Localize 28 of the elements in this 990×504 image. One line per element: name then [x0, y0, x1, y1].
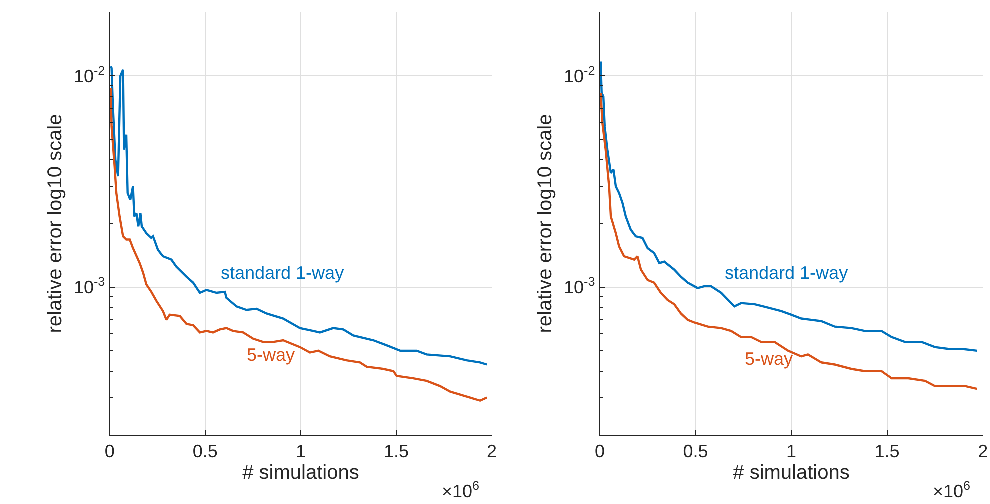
y-tick-label: 10$^{-2}$ — [74, 64, 106, 86]
series-label: standard 1-way — [725, 263, 848, 283]
x-tick-label: 1.5 — [874, 442, 900, 462]
x-tick-label: 2 — [978, 442, 988, 462]
x-axis-title: # simulations — [242, 462, 360, 484]
series-label: 5-way — [745, 349, 794, 369]
y-axis-title: relative error log10 scale — [534, 114, 557, 334]
y-axis-title: relative error log10 scale — [44, 114, 66, 334]
x-tick-label: 2 — [487, 442, 498, 462]
x-tick-label: 1 — [296, 442, 306, 462]
x-tick-label: 0.5 — [192, 442, 218, 462]
line-series — [110, 66, 488, 366]
y-tick-label: 10$^{-3}$ — [564, 275, 596, 298]
x-tick-label: 0.5 — [683, 442, 708, 462]
series-label: 5-way — [247, 345, 296, 365]
text: ×10$^{6}$ — [933, 479, 971, 502]
line-series — [600, 92, 978, 390]
x-tick-label: 1 — [786, 442, 797, 462]
y-tick-label: 10$^{-2}$ — [564, 64, 596, 86]
line-series — [110, 87, 488, 402]
y-tick-label: 10$^{-3}$ — [74, 275, 106, 298]
x-tick-label: 1.5 — [384, 442, 410, 462]
line-series — [600, 60, 978, 352]
text: ×10$^{6}$ — [442, 479, 480, 502]
x-tick-label: 0 — [594, 442, 605, 462]
series-label: standard 1-way — [221, 263, 344, 283]
x-tick-label: 0 — [104, 442, 115, 462]
x-axis-title: # simulations — [733, 462, 850, 484]
